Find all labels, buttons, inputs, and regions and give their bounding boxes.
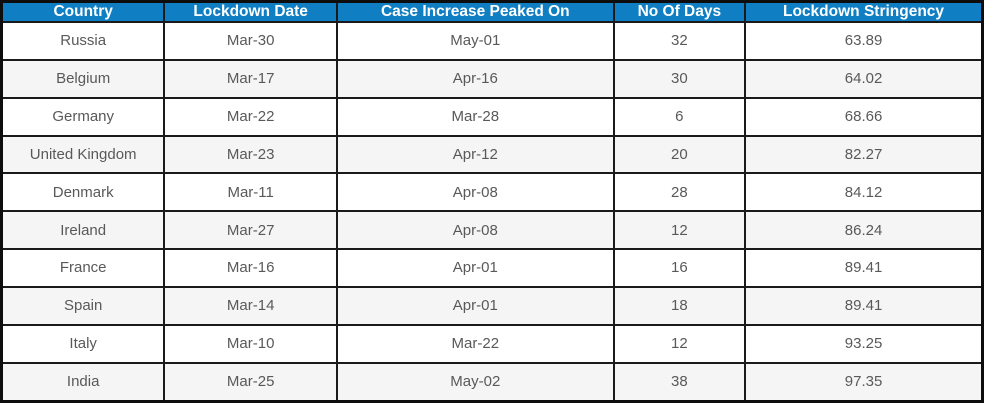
table-cell: 82.27 [744, 134, 984, 175]
table-cell: 86.24 [744, 210, 984, 251]
table-cell: Mar-27 [163, 210, 338, 251]
table-cell: 63.89 [744, 21, 984, 61]
table-cell: Mar-17 [163, 58, 338, 99]
table-cell: 18 [612, 285, 747, 326]
table-cell: India [0, 361, 166, 403]
table-cell: 68.66 [744, 96, 984, 137]
table-cell: Russia [0, 21, 166, 61]
table-cell: Spain [0, 285, 166, 326]
table-cell: Apr-16 [335, 58, 615, 99]
table-row: Russia Mar-30 May-01 32 63.89 [0, 21, 984, 61]
table-cell: Apr-08 [335, 210, 615, 251]
table-cell: 93.25 [744, 323, 984, 364]
table-cell: 6 [612, 96, 747, 137]
table-row: Belgium Mar-17 Apr-16 30 64.02 [0, 58, 984, 99]
table-cell: Mar-16 [163, 248, 338, 288]
column-header: No Of Days [612, 0, 747, 23]
table-cell: 38 [612, 361, 747, 403]
table-cell: 20 [612, 134, 747, 175]
column-header: Lockdown Stringency [744, 0, 984, 23]
table-row: Spain Mar-14 Apr-01 18 89.41 [0, 285, 984, 326]
table-cell: 12 [612, 323, 747, 364]
table-row: United Kingdom Mar-23 Apr-12 20 82.27 [0, 134, 984, 175]
table-cell: Mar-22 [163, 96, 338, 137]
table-cell: France [0, 248, 166, 288]
table-cell: 89.41 [744, 248, 984, 288]
table-cell: 64.02 [744, 58, 984, 99]
table-cell: 28 [612, 172, 747, 213]
table-row: Italy Mar-10 Mar-22 12 93.25 [0, 323, 984, 364]
table-cell: Apr-08 [335, 172, 615, 213]
table-cell: 97.35 [744, 361, 984, 403]
column-header: Country [0, 0, 166, 23]
table-cell: May-02 [335, 361, 615, 403]
table-cell: Apr-12 [335, 134, 615, 175]
table-row: Denmark Mar-11 Apr-08 28 84.12 [0, 172, 984, 213]
table-cell: United Kingdom [0, 134, 166, 175]
table-cell: 32 [612, 21, 747, 61]
table-body: Russia Mar-30 May-01 32 63.89 Belgium Mar-17 Ap… [0, 21, 984, 403]
table-cell: Mar-10 [163, 323, 338, 364]
table-cell: Apr-01 [335, 248, 615, 288]
table-cell: 16 [612, 248, 747, 288]
table-cell: May-01 [335, 21, 615, 61]
table-row: Ireland Mar-27 Apr-08 12 86.24 [0, 210, 984, 251]
table-cell: 30 [612, 58, 747, 99]
table-cell: Germany [0, 96, 166, 137]
table-cell: Mar-30 [163, 21, 338, 61]
table-row: France Mar-16 Apr-01 16 89.41 [0, 248, 984, 288]
table-cell: 12 [612, 210, 747, 251]
table-cell: 84.12 [744, 172, 984, 213]
table-cell: Mar-23 [163, 134, 338, 175]
table-cell: Mar-14 [163, 285, 338, 326]
table-cell: Mar-11 [163, 172, 338, 213]
table-cell: Ireland [0, 210, 166, 251]
table-cell: 89.41 [744, 285, 984, 326]
table-cell: Denmark [0, 172, 166, 213]
table-cell: Apr-01 [335, 285, 615, 326]
table-row: India Mar-25 May-02 38 97.35 [0, 361, 984, 403]
table-cell: Mar-22 [335, 323, 615, 364]
table-cell: Belgium [0, 58, 166, 99]
table-cell: Mar-25 [163, 361, 338, 403]
column-header: Case Increase Peaked On [335, 0, 615, 23]
table-row: Germany Mar-22 Mar-28 6 68.66 [0, 96, 984, 137]
table-cell: Mar-28 [335, 96, 615, 137]
column-header: Lockdown Date [163, 0, 338, 23]
table-header-row: Country Lockdown Date Case Increase Peaked… [0, 0, 984, 23]
table-cell: Italy [0, 323, 166, 364]
